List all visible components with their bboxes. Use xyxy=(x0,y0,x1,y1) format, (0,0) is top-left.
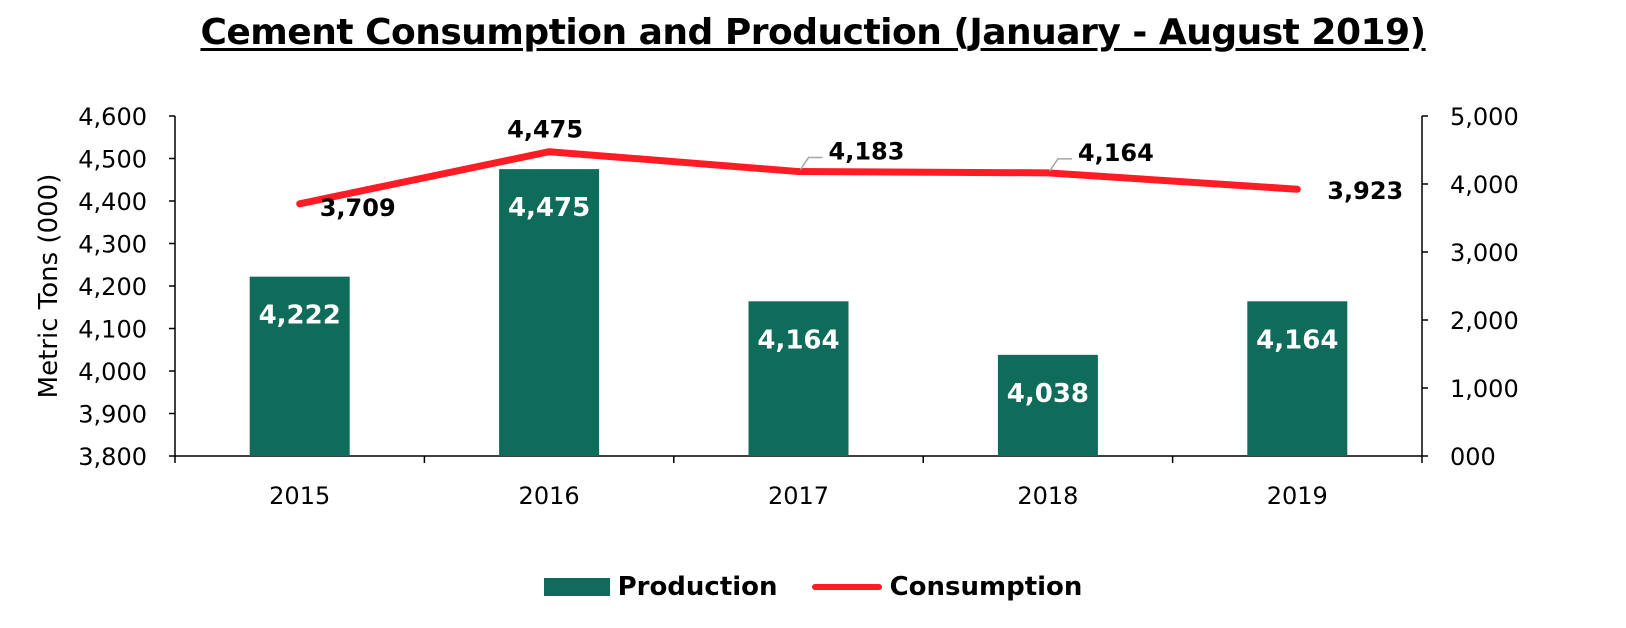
x-tick-label: 2018 xyxy=(1017,482,1078,510)
consumption-point-label: 4,183 xyxy=(829,138,905,166)
consumption-point xyxy=(1046,171,1049,174)
y-tick-label: 4,100 xyxy=(78,316,147,344)
chart-axes: 3,800 3,900 4,000 4,100 4,200 4,300 4,400 4,500… xyxy=(34,103,1519,510)
production-bar-label: 4,222 xyxy=(259,301,341,331)
consumption-point xyxy=(298,202,301,205)
consumption-point-label: 4,164 xyxy=(1078,139,1154,167)
data-labels: 4,222 4,475 4,164 4,038 4,164 3,709 4,475 4,183… xyxy=(259,116,1404,409)
y2-tick-label: 5,000 xyxy=(1450,103,1519,131)
production-bar xyxy=(1247,301,1348,456)
y2-tick-label: 4,000 xyxy=(1450,171,1519,199)
label-leader-line xyxy=(799,156,823,170)
y2-tick-label: 3,000 xyxy=(1450,239,1519,267)
x-tick-label: 2016 xyxy=(519,482,580,510)
production-bar-label: 4,475 xyxy=(508,193,590,223)
y-tick-label: 3,900 xyxy=(78,401,147,429)
chart-title: Cement Consumption and Production (Janua… xyxy=(200,12,1426,53)
consumption-point-label: 3,923 xyxy=(1327,177,1403,205)
y-tick-label: 4,500 xyxy=(78,146,147,174)
legend-label-production: Production xyxy=(617,572,778,602)
x-tick-label: 2015 xyxy=(269,482,330,510)
x-tick-label: 2017 xyxy=(768,482,829,510)
y-tick-label: 4,300 xyxy=(78,231,147,259)
y-tick-label: 4,000 xyxy=(78,358,147,386)
legend-item-consumption: Consumption xyxy=(811,572,1083,602)
x-tick-label: 2019 xyxy=(1267,482,1328,510)
legend: Production Consumption xyxy=(0,572,1626,602)
consumption-point-label: 3,709 xyxy=(320,194,396,222)
y2-tick-label: 000 xyxy=(1450,443,1496,471)
production-bar-label: 4,038 xyxy=(1007,379,1089,409)
legend-item-production: Production xyxy=(543,572,778,602)
production-bar xyxy=(499,169,600,456)
consumption-point-label: 4,475 xyxy=(507,116,583,144)
production-bar xyxy=(997,354,1098,456)
production-bar-label: 4,164 xyxy=(757,325,839,355)
consumption-line xyxy=(296,148,1301,208)
legend-swatch-consumption xyxy=(811,584,882,590)
y2-tick-label: 2,000 xyxy=(1450,307,1519,335)
production-bars xyxy=(249,169,1348,456)
consumption-point xyxy=(548,150,551,153)
consumption-point xyxy=(1296,188,1299,191)
y-tick-label: 4,600 xyxy=(78,103,147,131)
legend-swatch-production xyxy=(543,578,610,596)
production-bar xyxy=(748,301,849,456)
production-bar xyxy=(249,276,350,456)
label-leader-line xyxy=(1049,158,1072,172)
production-bar-label: 4,164 xyxy=(1256,325,1338,355)
y-axis-title: Metric Tons (000) xyxy=(34,174,64,399)
consumption-point xyxy=(797,170,800,173)
y-tick-label: 4,200 xyxy=(78,273,147,301)
legend-label-consumption: Consumption xyxy=(889,572,1083,602)
y-tick-label: 3,800 xyxy=(78,443,147,471)
y2-tick-label: 1,000 xyxy=(1450,375,1519,403)
y-tick-label: 4,400 xyxy=(78,188,147,216)
